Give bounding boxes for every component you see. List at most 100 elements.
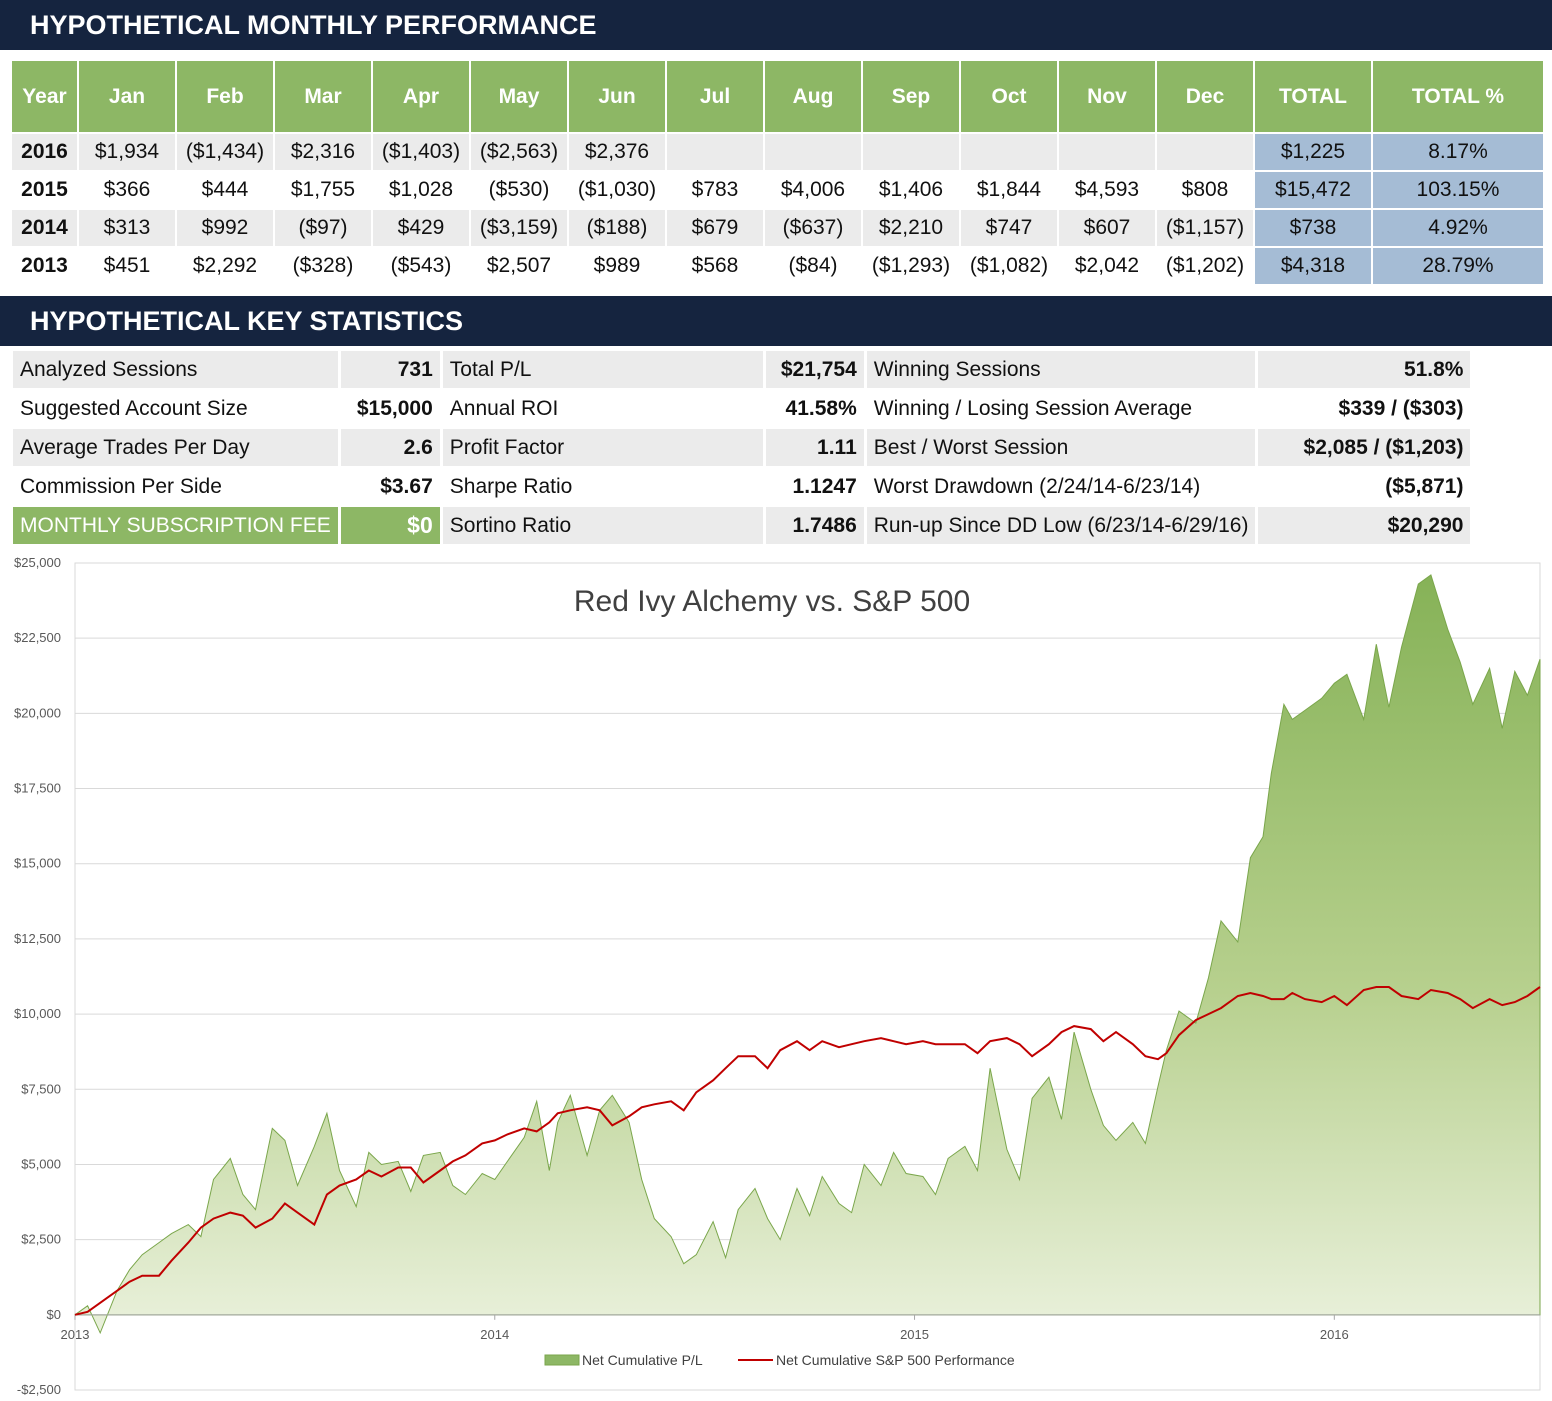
stat-value: 41.58%: [765, 390, 864, 427]
year-cell: 2014: [12, 210, 77, 246]
column-header-oct: Oct: [961, 61, 1057, 132]
column-header-year: Year: [12, 61, 77, 132]
stat-value: ($5,871): [1258, 468, 1471, 505]
month-value-cell: [1157, 134, 1253, 170]
monthly-performance-title: HYPOTHETICAL MONTHLY PERFORMANCE: [0, 0, 1552, 50]
month-value-cell: ($543): [373, 248, 469, 284]
y-tick-label: $10,000: [14, 1006, 61, 1021]
stats-row: Analyzed Sessions 731 Total P/L $21,754 Winn…: [13, 351, 1471, 388]
column-header-jun: Jun: [569, 61, 665, 132]
column-header-feb: Feb: [177, 61, 273, 132]
month-value-cell: $444: [177, 172, 273, 208]
total-cell: 28.79%: [1373, 248, 1543, 284]
month-value-cell: $1,844: [961, 172, 1057, 208]
month-value-cell: ($3,159): [471, 210, 567, 246]
month-value-cell: ($188): [569, 210, 665, 246]
legend-swatch-net-cumulative-pl: [544, 1354, 580, 1366]
month-value-cell: $366: [79, 172, 175, 208]
total-cell: 103.15%: [1373, 172, 1543, 208]
column-header-mar: Mar: [275, 61, 371, 132]
series-sp500-line: [74, 986, 1541, 1316]
month-value-cell: $1,406: [863, 172, 959, 208]
stat-label: Annual ROI: [442, 390, 763, 427]
y-tick-label: $2,500: [21, 1232, 61, 1247]
month-value-cell: $2,042: [1059, 248, 1155, 284]
y-tick-label: $0: [47, 1307, 61, 1322]
total-cell: $1,225: [1255, 134, 1371, 170]
y-tick-label: $22,500: [14, 630, 61, 645]
total-cell: $4,318: [1255, 248, 1371, 284]
month-value-cell: ($1,157): [1157, 210, 1253, 246]
stat-value: $20,290: [1258, 507, 1471, 544]
y-tick-label: $15,000: [14, 856, 61, 871]
month-value-cell: ($84): [765, 248, 861, 284]
table-row-2016: 2016 $1,934 ($1,434) $2,316 ($1,403) ($2,563)…: [12, 134, 1543, 170]
month-value-cell: $607: [1059, 210, 1155, 246]
stats-row: Average Trades Per Day 2.6 Profit Factor 1.…: [13, 429, 1471, 466]
month-value-cell: ($328): [275, 248, 371, 284]
total-cell: $738: [1255, 210, 1371, 246]
month-value-cell: ($1,030): [569, 172, 665, 208]
stat-value: $339 / ($303): [1258, 390, 1471, 427]
x-tick-label: 2016: [1320, 1327, 1349, 1342]
stat-value: $0: [340, 507, 440, 544]
month-value-cell: $568: [667, 248, 763, 284]
stats-row: Commission Per Side $3.67 Sharpe Ratio 1.12…: [13, 468, 1471, 505]
month-value-cell: $429: [373, 210, 469, 246]
stat-label: Sortino Ratio: [442, 507, 763, 544]
total-cell: $15,472: [1255, 172, 1371, 208]
column-header-jul: Jul: [667, 61, 763, 132]
x-tick-label: 2013: [61, 1327, 90, 1342]
column-header-jan: Jan: [79, 61, 175, 132]
month-value-cell: $1,028: [373, 172, 469, 208]
month-value-cell: ($2,563): [471, 134, 567, 170]
month-value-cell: [961, 134, 1057, 170]
stat-label: Profit Factor: [442, 429, 763, 466]
column-header-nov: Nov: [1059, 61, 1155, 132]
month-value-cell: $783: [667, 172, 763, 208]
stat-label: Winning Sessions: [866, 351, 1256, 388]
y-tick-label: $7,500: [21, 1081, 61, 1096]
monthly-performance-table: Year Jan Feb Mar Apr May Jun Jul Aug Sep Oct Nov Dec…: [10, 59, 1545, 286]
stat-value: $2,085 / ($1,203): [1258, 429, 1471, 466]
year-cell: 2016: [12, 134, 77, 170]
month-value-cell: $4,593: [1059, 172, 1155, 208]
stat-label: Total P/L: [442, 351, 763, 388]
stat-value: 1.1247: [765, 468, 864, 505]
month-value-cell: $992: [177, 210, 273, 246]
y-tick-label: $5,000: [21, 1156, 61, 1171]
stat-label: Best / Worst Session: [866, 429, 1256, 466]
stat-label: Analyzed Sessions: [13, 351, 338, 388]
month-value-cell: ($1,202): [1157, 248, 1253, 284]
y-tick-label: -$2,500: [17, 1382, 61, 1397]
month-value-cell: $1,934: [79, 134, 175, 170]
month-value-cell: $2,210: [863, 210, 959, 246]
month-value-cell: ($1,082): [961, 248, 1057, 284]
stat-value: $15,000: [340, 390, 440, 427]
month-value-cell: $451: [79, 248, 175, 284]
table-row-2014: 2014 $313 $992 ($97) $429 ($3,159) ($188) $679(…: [12, 210, 1543, 246]
stats-row: Suggested Account Size $15,000 Annual ROI 4…: [13, 390, 1471, 427]
stat-label: Commission Per Side: [13, 468, 338, 505]
performance-chart: -$2,500 $0 $2,500 $5,000 $7,500 $10,000 $12,50…: [14, 555, 1541, 1397]
year-cell: 2013: [12, 248, 77, 284]
month-value-cell: ($1,403): [373, 134, 469, 170]
year-cell: 2015: [12, 172, 77, 208]
chart-title: Red Ivy Alchemy vs. S&P 500: [574, 585, 970, 618]
month-value-cell: $4,006: [765, 172, 861, 208]
column-header-apr: Apr: [373, 61, 469, 132]
table-row-2013: 2013 $451 $2,292 ($328) ($543) $2,507 $989 $568…: [12, 248, 1543, 284]
table-header-row: Year Jan Feb Mar Apr May Jun Jul Aug Sep Oct Nov Dec…: [12, 61, 1543, 132]
month-value-cell: $989: [569, 248, 665, 284]
x-tick-label: 2014: [480, 1327, 509, 1342]
series-net-cumulative-pl-area: [74, 574, 1541, 1335]
stat-label: MONTHLY SUBSCRIPTION FEE: [13, 507, 338, 544]
y-tick-label: $17,500: [14, 781, 61, 796]
stat-value: $3.67: [340, 468, 440, 505]
month-value-cell: ($1,434): [177, 134, 273, 170]
column-header-sep: Sep: [863, 61, 959, 132]
month-value-cell: [765, 134, 861, 170]
month-value-cell: $808: [1157, 172, 1253, 208]
stat-label: Worst Drawdown (2/24/14-6/23/14): [866, 468, 1256, 505]
y-tick-label: $20,000: [14, 705, 61, 720]
